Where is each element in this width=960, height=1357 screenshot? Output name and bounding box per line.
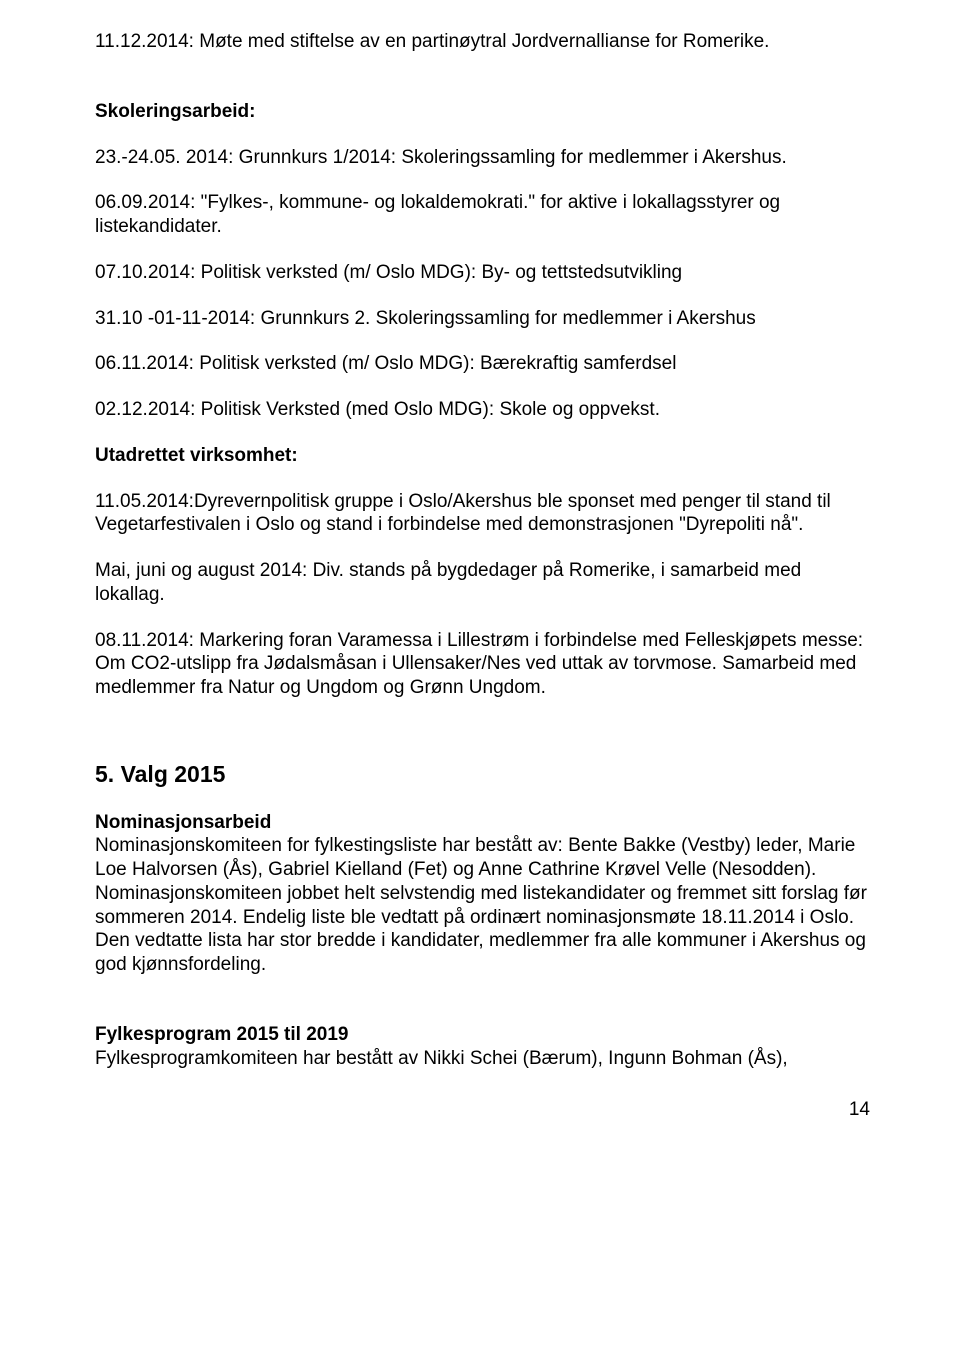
heading-valg-2015: 5. Valg 2015 [95, 760, 870, 789]
page-number: 14 [95, 1098, 870, 1122]
paragraph-utadrettet-3: 08.11.2014: Markering foran Varamessa i … [95, 629, 870, 700]
paragraph-skolering-6: 02.12.2014: Politisk Verksted (med Oslo … [95, 398, 870, 422]
paragraph-utadrettet-1: 11.05.2014:Dyrevernpolitisk gruppe i Osl… [95, 490, 870, 538]
paragraph-fylkesprogram: Fylkesprogramkomiteen har bestått av Nik… [95, 1047, 870, 1071]
paragraph-utadrettet-2: Mai, juni og august 2014: Div. stands på… [95, 559, 870, 607]
paragraph-skolering-1: 23.-24.05. 2014: Grunnkurs 1/2014: Skole… [95, 146, 870, 170]
paragraph-skolering-3: 07.10.2014: Politisk verksted (m/ Oslo M… [95, 261, 870, 285]
paragraph-skolering-5: 06.11.2014: Politisk verksted (m/ Oslo M… [95, 352, 870, 376]
heading-skoleringsarbeid: Skoleringsarbeid: [95, 100, 870, 124]
heading-nominasjonsarbeid: Nominasjonsarbeid [95, 811, 870, 835]
paragraph-meeting: 11.12.2014: Møte med stiftelse av en par… [95, 30, 870, 54]
paragraph-nominasjon: Nominasjonskomiteen for fylkestingsliste… [95, 834, 870, 977]
paragraph-skolering-2: 06.09.2014: "Fylkes-, kommune- og lokald… [95, 191, 870, 239]
heading-utadrettet: Utadrettet virksomhet: [95, 444, 870, 468]
paragraph-skolering-4: 31.10 -01-11-2014: Grunnkurs 2. Skolerin… [95, 307, 870, 331]
heading-fylkesprogram: Fylkesprogram 2015 til 2019 [95, 1023, 870, 1047]
